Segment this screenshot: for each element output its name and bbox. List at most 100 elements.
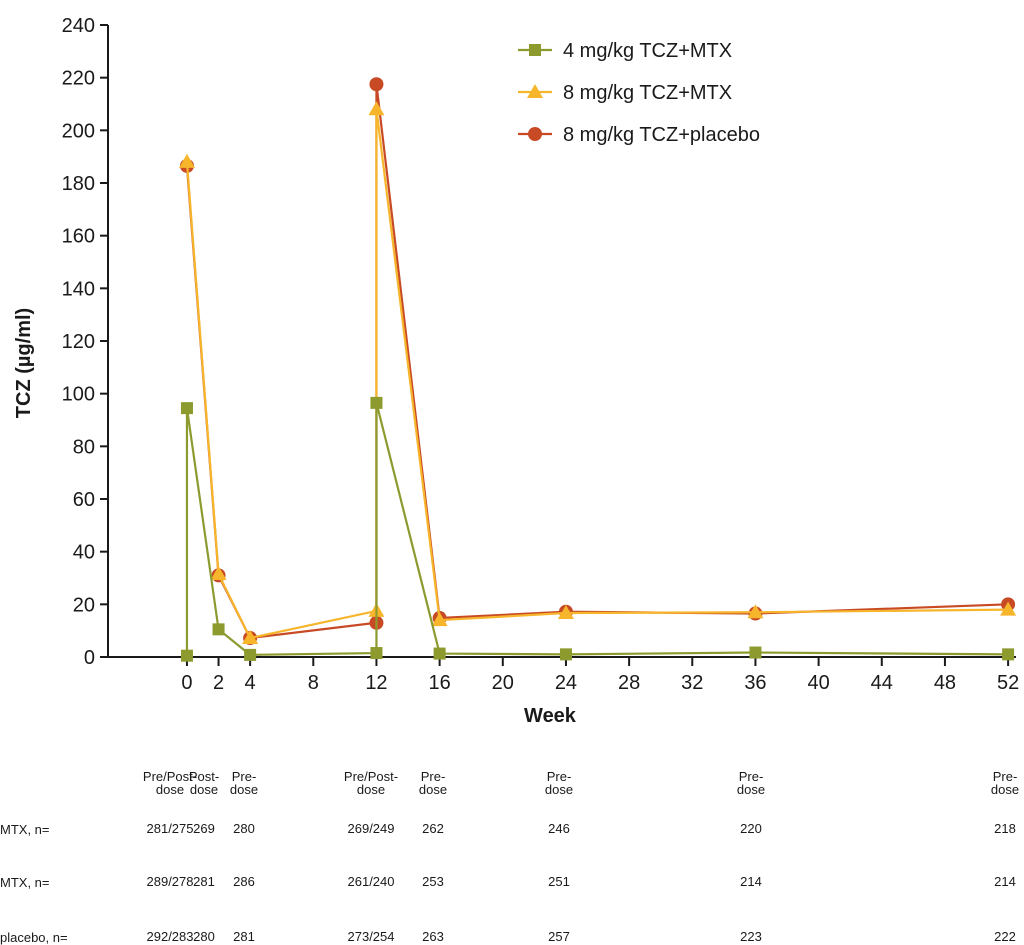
table-cell: 214 — [740, 874, 762, 889]
x-tick-label: 28 — [618, 672, 640, 694]
table-column-header-line: Pre/Post- — [142, 769, 198, 784]
table-column-header-line: dose — [544, 782, 574, 797]
x-tick-label: 36 — [744, 672, 766, 694]
data-point — [180, 402, 193, 415]
data-point — [747, 604, 764, 619]
y-tick-label: 40 — [73, 542, 95, 564]
y-tick-label: 220 — [62, 68, 95, 90]
table-column-header-line: Pre- — [546, 769, 572, 784]
data-point — [178, 153, 195, 168]
table-cell: 223 — [740, 929, 762, 944]
series-0 — [180, 396, 1015, 662]
y-tick-label: 120 — [62, 331, 95, 353]
table-column-header: Pre/Post-dose — [331, 770, 411, 796]
table-cell: 286 — [233, 874, 255, 889]
table-column-header-line: dose — [356, 782, 386, 797]
table-cell: 214 — [994, 874, 1016, 889]
table-row-label: placebo, n= — [0, 930, 68, 945]
data-point — [369, 77, 384, 92]
x-tick-label: 52 — [997, 672, 1019, 694]
data-point — [244, 648, 257, 661]
legend-item-2: 8 mg/kg TCZ+placebo — [518, 124, 760, 146]
y-tick-label: 80 — [73, 436, 95, 458]
x-tick-label: 24 — [555, 672, 577, 694]
table-cell: 292/283 — [146, 929, 194, 944]
table-cell: 281 — [233, 929, 255, 944]
data-point — [559, 648, 572, 661]
data-point — [210, 566, 227, 581]
table-column-header-line: dose — [990, 782, 1020, 797]
table-column-header-line: Pre- — [738, 769, 764, 784]
data-point — [212, 623, 225, 636]
table-column-header: Pre/Post-dose — [130, 770, 210, 796]
table-cell: 280 — [233, 821, 255, 836]
legend-label: 8 mg/kg TCZ+MTX — [563, 82, 732, 104]
data-point — [368, 101, 385, 116]
y-tick-label: 160 — [62, 226, 95, 248]
data-point — [242, 630, 259, 645]
table-cell: 253 — [422, 874, 444, 889]
x-tick-label: 4 — [245, 672, 256, 694]
table-column-header-line: Pre- — [231, 769, 257, 784]
table-cell: 281/275 — [146, 821, 194, 836]
y-tick-label: 140 — [62, 278, 95, 300]
data-point — [370, 396, 383, 409]
table-column-header: Pre-dose — [965, 770, 1024, 796]
table-column-header-line: dose — [189, 782, 219, 797]
legend-item-1: 8 mg/kg TCZ+MTX — [518, 82, 732, 104]
x-tick-label: 48 — [934, 672, 956, 694]
table-column-header: Post-dose — [164, 770, 244, 796]
table-cell: 261/240 — [347, 874, 395, 889]
y-tick-label: 60 — [73, 489, 95, 511]
x-tick-label: 44 — [871, 672, 893, 694]
table-column-header-line: dose — [736, 782, 766, 797]
table-cell: 273/254 — [347, 929, 395, 944]
data-point — [1000, 601, 1017, 616]
table-cell: 257 — [548, 929, 570, 944]
series-1 — [178, 101, 1017, 645]
series-line — [185, 402, 1009, 656]
data-point — [431, 612, 448, 627]
series-line — [185, 84, 1009, 640]
x-tick-label: 2 — [213, 672, 224, 694]
data-point — [557, 605, 574, 620]
table-column-header-line: Post- — [188, 769, 220, 784]
series-line — [185, 109, 1009, 640]
x-tick-label: 32 — [681, 672, 703, 694]
legend-label: 8 mg/kg TCZ+placebo — [563, 124, 760, 146]
y-tick-label: 240 — [62, 15, 95, 37]
table-column-header: Pre-dose — [393, 770, 473, 796]
table-column-header-line: dose — [229, 782, 259, 797]
table-column-header-line: Pre/Post- — [343, 769, 399, 784]
table-cell: 222 — [994, 929, 1016, 944]
x-tick-label: 20 — [492, 672, 514, 694]
table-cell: 218 — [994, 821, 1016, 836]
table-column-header: Pre-dose — [204, 770, 284, 796]
y-tick-label: 100 — [62, 384, 95, 406]
x-tick-label: 12 — [365, 672, 387, 694]
y-tick-label: 20 — [73, 594, 95, 616]
table-column-header-line: dose — [155, 782, 185, 797]
table-cell: 220 — [740, 821, 762, 836]
table-column-header: Pre-dose — [519, 770, 599, 796]
legend-label: 4 mg/kg TCZ+MTX — [563, 40, 732, 62]
table-cell: 269/249 — [347, 821, 395, 836]
y-axis-title: TCZ (µg/ml) — [13, 308, 35, 418]
table-column-header-line: Pre- — [992, 769, 1018, 784]
x-tick-label: 0 — [181, 672, 192, 694]
table-cell: 251 — [548, 874, 570, 889]
table-column-header: Pre-dose — [711, 770, 791, 796]
table-cell: 246 — [548, 821, 570, 836]
data-point — [749, 646, 762, 659]
table-column-header-line: Pre- — [420, 769, 446, 784]
table-cell: 289/278 — [146, 874, 194, 889]
legend-marker — [527, 84, 543, 98]
x-tick-label: 16 — [428, 672, 450, 694]
table-row-label: MTX, n= — [0, 822, 50, 837]
table-cell: 280 — [193, 929, 215, 944]
data-point — [1002, 648, 1015, 661]
y-tick-label: 200 — [62, 120, 95, 142]
data-point — [433, 647, 446, 660]
legend-item-0: 4 mg/kg TCZ+MTX — [518, 40, 732, 62]
